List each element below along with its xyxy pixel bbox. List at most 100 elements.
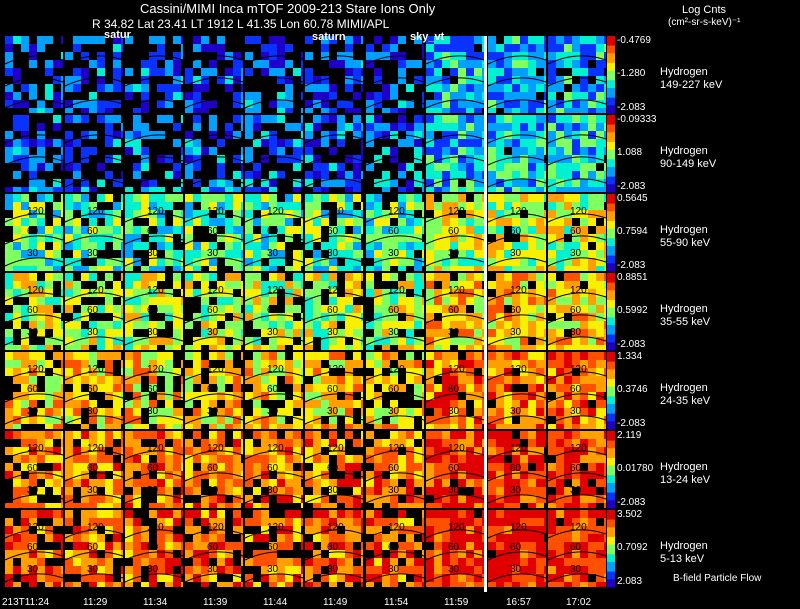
heatmap-cell (329, 510, 337, 518)
heatmap-cell (528, 44, 536, 52)
heatmap-cell (37, 439, 45, 447)
heatmap-cell (173, 463, 181, 471)
heatmap-cell (185, 447, 193, 455)
heatmap-cell (353, 384, 361, 392)
heatmap-cell (366, 139, 374, 147)
heatmap-cell (313, 187, 321, 192)
heatmap-cell (512, 139, 520, 147)
heatmap-cell (165, 392, 173, 400)
heatmap-cell (277, 416, 285, 424)
heatmap-cell (209, 495, 217, 503)
heatmap-cell (329, 147, 337, 155)
heatmap-cell (285, 76, 293, 84)
heatmap-cell (382, 574, 390, 582)
heatmap-cell (366, 487, 374, 495)
heatmap-cell (398, 566, 406, 574)
heatmap-cell (337, 202, 345, 210)
heatmap-cell (253, 234, 261, 242)
heatmap-cell (520, 352, 528, 360)
heatmap-cell (504, 424, 512, 429)
heatmap-cell (426, 566, 434, 574)
heatmap-cell (105, 431, 113, 439)
heatmap-cell (588, 68, 596, 76)
heatmap-cell (474, 424, 482, 429)
heatmap-cell (241, 542, 243, 550)
heatmap-cell (141, 582, 149, 587)
heatmap-cell (245, 131, 253, 139)
heatmap-cell (277, 108, 285, 113)
heatmap-cell (253, 431, 261, 439)
colorbar-segment (607, 128, 615, 131)
heatmap-cell (121, 131, 123, 139)
heatmap-cell (173, 305, 181, 313)
heatmap-cell (580, 352, 588, 360)
heatmap-cell (580, 266, 588, 271)
heatmap-cell (13, 242, 21, 250)
heatmap-cell (133, 171, 141, 179)
heatmap-cell (406, 329, 414, 337)
heatmap-cell (329, 194, 337, 202)
heatmap-cell (97, 266, 105, 271)
heatmap-cell (29, 108, 37, 113)
heatmap-cell (157, 558, 165, 566)
heatmap-cell (496, 273, 504, 281)
heatmap-cell (548, 479, 556, 487)
heatmap-cell (225, 68, 233, 76)
heatmap-cell (361, 424, 363, 429)
heatmap-cell (496, 471, 504, 479)
heatmap-cell (458, 503, 466, 508)
heatmap-cell (544, 44, 546, 52)
heatmap-cell (53, 329, 61, 337)
colorbar-segment (607, 338, 615, 341)
heatmap-cell (512, 76, 520, 84)
colorbar (607, 431, 615, 509)
heatmap-cell (61, 400, 63, 408)
heatmap-cell (45, 139, 53, 147)
heatmap-cell (366, 202, 374, 210)
heatmap-cell (398, 100, 406, 108)
heatmap-cell (13, 139, 21, 147)
heatmap-cell (426, 582, 434, 587)
heatmap-cell (544, 463, 546, 471)
heatmap-cell (548, 115, 556, 123)
heatmap-cell (337, 123, 345, 131)
heatmap-cell (181, 439, 183, 447)
heatmap-cell (113, 179, 121, 187)
contour-line (304, 529, 364, 539)
heatmap-cell (293, 163, 301, 171)
heatmap-cell (305, 424, 313, 429)
heatmap-cell (253, 281, 261, 289)
heatmap-cell (73, 360, 81, 368)
heatmap-cell (588, 510, 596, 518)
heatmap-cell (556, 313, 564, 321)
heatmap-cell (564, 534, 572, 542)
heatmap-cell (165, 487, 173, 495)
heatmap-cell (125, 495, 133, 503)
heatmap-cell (73, 479, 81, 487)
colorbar-segment (607, 396, 615, 399)
colorbar-segment (607, 286, 615, 289)
heatmap-cell (422, 242, 424, 250)
heatmap-cell (133, 447, 141, 455)
heatmap-cell (474, 297, 482, 305)
heatmap-cell (588, 424, 596, 429)
heatmap-cell (345, 518, 353, 526)
heatmap-cell (13, 187, 21, 192)
heatmap-cell (406, 376, 414, 384)
heatmap-cell (149, 337, 157, 345)
heatmap-cell (366, 431, 374, 439)
contour-line (547, 393, 607, 403)
heatmap-cell (406, 566, 414, 574)
heatmap-cell (414, 242, 422, 250)
heatmap-cell (374, 123, 382, 131)
contour-line (425, 573, 485, 583)
heatmap-cell (548, 123, 556, 131)
heatmap-cell (293, 487, 301, 495)
heatmap-cell (253, 487, 261, 495)
heatmap-cell (528, 550, 536, 558)
heatmap-cell (61, 566, 63, 574)
heatmap-cell (406, 210, 414, 218)
heatmap-cell (536, 329, 544, 337)
heatmap-cell (442, 463, 450, 471)
colorbar-segment (607, 417, 615, 420)
